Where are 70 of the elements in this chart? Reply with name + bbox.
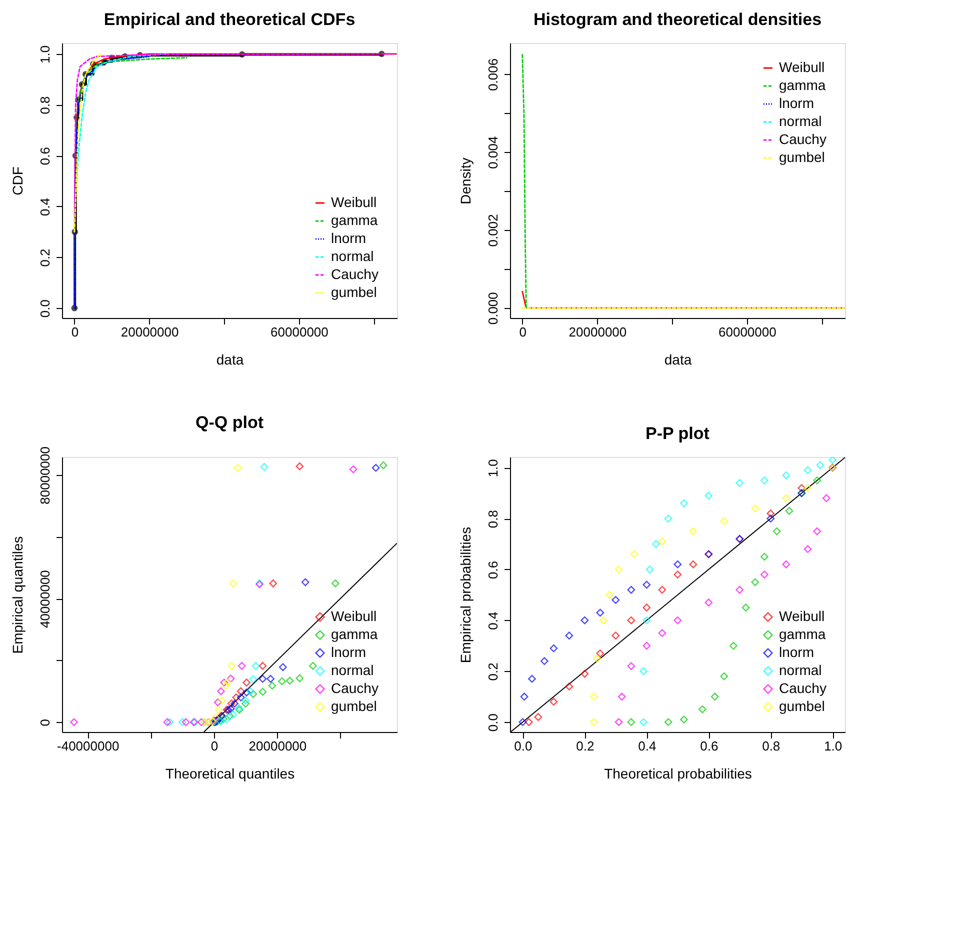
y-tick-label: 0.4 bbox=[486, 612, 500, 630]
y-tick-label: 0 bbox=[38, 718, 52, 726]
x-tick-label: 0.6 bbox=[700, 738, 718, 754]
x-tick-label: 1.0 bbox=[824, 738, 842, 754]
legend-label: Cauchy bbox=[331, 680, 378, 696]
x-axis-title: Theoretical probabilities bbox=[604, 766, 752, 782]
legend-label: Weibull bbox=[331, 608, 377, 624]
y-tick-label: 0.004 bbox=[486, 136, 500, 169]
x-tick-label: 0.4 bbox=[638, 738, 656, 754]
legend-label: gamma bbox=[779, 626, 826, 642]
legend-label: gamma bbox=[331, 212, 378, 228]
legend-label: gumbel bbox=[331, 698, 377, 714]
x-tick-label: -40000000 bbox=[57, 738, 120, 754]
y-axis-title: Density bbox=[458, 158, 474, 204]
legend-label: Weibull bbox=[331, 194, 377, 210]
y-tick-label: 0.0 bbox=[38, 300, 52, 318]
y-tick-label: 0.000 bbox=[486, 292, 500, 325]
legend-label: gamma bbox=[779, 77, 826, 93]
legend-label: normal bbox=[331, 662, 374, 678]
legend-label: gumbel bbox=[331, 284, 377, 300]
x-tick-label: 20000000 bbox=[248, 738, 307, 754]
legend-label: lnorm bbox=[779, 644, 814, 660]
legend-label: Cauchy bbox=[331, 266, 378, 282]
x-tick-label: 20000000 bbox=[568, 324, 627, 340]
x-tick-label: 20000000 bbox=[120, 324, 179, 340]
y-tick-label: 0.2 bbox=[486, 662, 500, 681]
x-tick-label: 0.0 bbox=[514, 738, 532, 754]
legend-label: gamma bbox=[331, 626, 378, 642]
x-tick-label: 0 bbox=[210, 738, 218, 754]
x-axis-title: data bbox=[664, 352, 692, 368]
x-tick-label: 60000000 bbox=[718, 324, 776, 340]
x-tick-label: 0 bbox=[71, 324, 79, 340]
legend-label: normal bbox=[779, 662, 822, 678]
y-tick-label: 40000000 bbox=[38, 570, 52, 628]
x-tick-label: 60000000 bbox=[270, 324, 328, 340]
chart-title: Empirical and theoretical CDFs bbox=[104, 10, 356, 29]
x-tick-label: 0 bbox=[519, 324, 526, 340]
y-axis-title: Empirical quantiles bbox=[10, 536, 26, 654]
legend-label: Weibull bbox=[779, 608, 825, 624]
legend-label: Weibull bbox=[779, 59, 825, 75]
legend-label: lnorm bbox=[331, 230, 366, 246]
y-axis-title: CDF bbox=[10, 166, 26, 196]
legend-label: gumbel bbox=[779, 698, 825, 714]
x-axis-title: data bbox=[216, 352, 244, 368]
x-tick-label: 0.2 bbox=[576, 738, 594, 754]
y-axis-title: Empirical probabilities bbox=[458, 526, 474, 664]
y-tick-label: 0.6 bbox=[486, 560, 500, 579]
y-tick-label: 0.002 bbox=[486, 214, 500, 247]
y-tick-label: 0.6 bbox=[38, 147, 52, 166]
chart-title: Histogram and theoretical densities bbox=[533, 10, 822, 29]
legend-label: Cauchy bbox=[779, 680, 826, 696]
legend-label: gumbel bbox=[779, 149, 825, 165]
y-tick-label: 1.0 bbox=[38, 45, 52, 64]
legend-label: normal bbox=[779, 113, 822, 129]
chart-title: P-P plot bbox=[646, 424, 710, 443]
y-tick-label: 0.006 bbox=[486, 58, 500, 91]
legend-label: lnorm bbox=[331, 644, 366, 660]
y-tick-label: 0.4 bbox=[38, 198, 52, 216]
y-tick-label: 0.2 bbox=[38, 248, 52, 267]
x-tick-label: 0.8 bbox=[762, 738, 780, 754]
y-tick-label: 0.8 bbox=[486, 510, 500, 528]
y-tick-label: 0.0 bbox=[486, 714, 500, 732]
y-tick-label: 80000000 bbox=[38, 446, 52, 504]
x-axis-title: Theoretical quantiles bbox=[165, 766, 295, 782]
legend-label: lnorm bbox=[779, 95, 814, 111]
legend-label: Cauchy bbox=[779, 131, 826, 147]
legend-label: normal bbox=[331, 248, 374, 264]
y-tick-label: 0.8 bbox=[38, 96, 52, 114]
chart-title: Q-Q plot bbox=[196, 413, 264, 432]
y-tick-label: 1.0 bbox=[486, 459, 500, 478]
